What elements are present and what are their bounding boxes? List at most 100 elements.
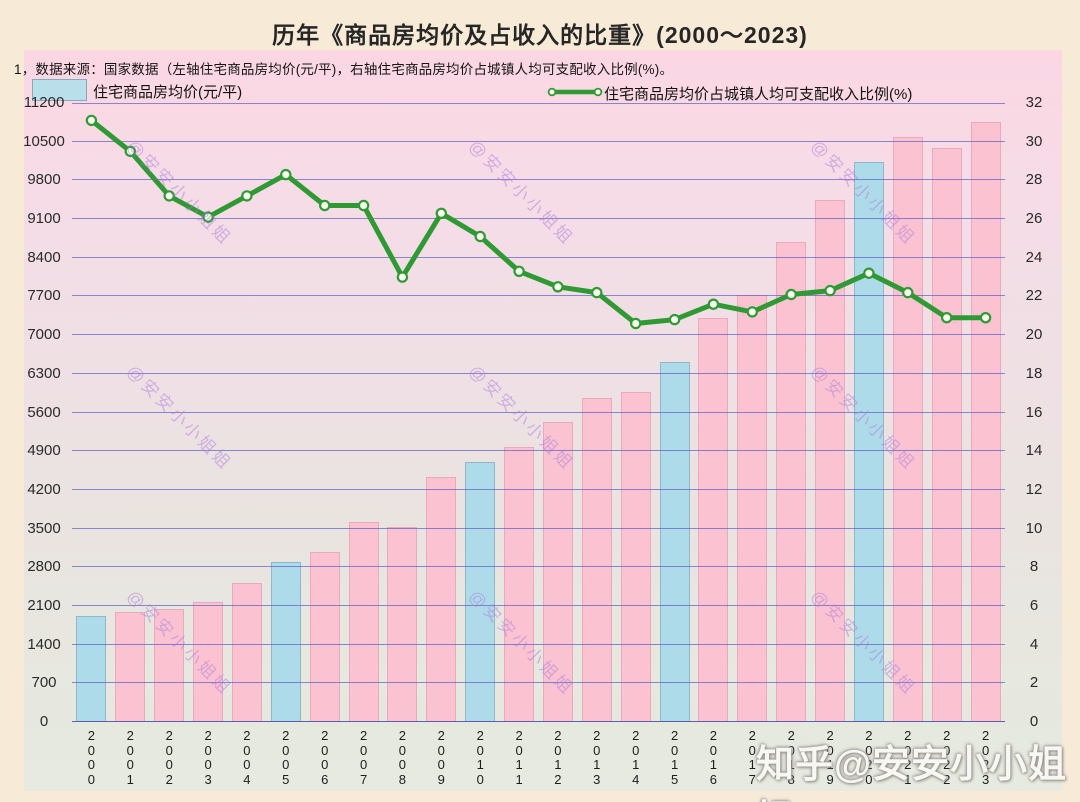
bar-2015: [659, 361, 690, 722]
gridline: [72, 450, 1005, 452]
line-marker-2014: [630, 317, 642, 330]
line-marker-2017: [746, 306, 759, 318]
x-axis-label-2021: 2 0 2 1: [904, 728, 912, 787]
gridline: [72, 334, 1005, 336]
line-marker-2018: [785, 288, 797, 301]
bar-2007: [348, 521, 379, 722]
bar-2018: [776, 241, 807, 722]
legend-bar-swatch: [32, 79, 87, 101]
x-axis-label-2001: 2 0 0 1: [126, 728, 134, 787]
gridline: [72, 103, 1005, 104]
line-marker-2020: [863, 267, 875, 279]
bar-2020: [853, 162, 884, 722]
y-axis-right-tick-label: 22: [1025, 287, 1043, 305]
legend-line-icon: [547, 87, 603, 97]
line-marker-2019: [824, 284, 836, 297]
bar-2012: [542, 421, 573, 722]
x-axis-label-2012: 2 0 1 2: [554, 728, 562, 787]
bar-2008: [387, 526, 418, 722]
line-marker-2016: [707, 298, 720, 310]
line-marker-2005: [280, 168, 292, 181]
y-axis-left-tick-label: 1400: [27, 635, 61, 653]
y-axis-right-tick-label: 16: [1025, 403, 1043, 421]
x-axis-label-2015: 2 0 1 5: [670, 728, 679, 787]
gridline: [72, 218, 1005, 220]
bar-2005: [270, 561, 301, 722]
bar-2022: [931, 147, 962, 722]
y-axis-right-tick-label: 12: [1025, 480, 1043, 498]
line-marker-2011: [513, 265, 525, 277]
line-marker-2021: [902, 286, 914, 299]
line-marker-2006: [318, 199, 331, 212]
gridline: [72, 372, 1005, 374]
x-axis-label-2008: 2 0 0 8: [398, 728, 406, 787]
line-marker-2003: [202, 211, 214, 223]
y-axis-left-tick-label: 5600: [27, 403, 61, 421]
chart-title: 历年《商品房均价及占收入的比重》(2000～2023): [272, 22, 808, 48]
x-axis-label-2004: 2 0 0 4: [243, 728, 251, 787]
gridline: [72, 643, 1005, 645]
plot-area: @安安小小姐姐 @安安小小姐姐 @安安小小姐姐 @安安小小姐姐 @安安小小姐姐 @安安小小…: [72, 103, 1005, 722]
line-marker-2015: [668, 313, 681, 326]
y-axis-left-tick-label: 8400: [27, 248, 61, 266]
line-marker-2007: [357, 199, 370, 212]
y-axis-left-tick-label: 7000: [27, 326, 61, 344]
x-axis-label-2020: 2 0 2 0: [865, 728, 873, 787]
gridline: [72, 566, 1005, 568]
bar-2000: [76, 615, 107, 722]
x-axis-label-2023: 2 0 2 3: [981, 728, 990, 787]
x-axis-label-2019: 2 0 1 9: [826, 728, 834, 787]
gridline: [72, 256, 1005, 258]
gridline: [72, 140, 1005, 142]
line-marker-2023: [979, 311, 992, 324]
gridline: [72, 179, 1005, 181]
y-axis-right-tick-label: 24: [1025, 248, 1043, 266]
y-axis-right-tick-label: 0: [1029, 713, 1039, 730]
y-axis-left-tick-label: 4200: [27, 480, 61, 498]
y-axis-left-tick-label: 10500: [23, 132, 65, 150]
y-axis-right-tick-label: 30: [1025, 132, 1043, 150]
y-axis-left-tick-label: 7700: [27, 287, 61, 305]
bar-2011: [504, 446, 535, 722]
gridline: [72, 527, 1005, 529]
line-marker-2013: [591, 286, 603, 299]
bar-2001: [115, 612, 146, 722]
gridline: [72, 721, 1005, 722]
y-axis-left-tick-label: 2800: [27, 558, 61, 576]
x-axis-label-2009: 2 0 0 9: [437, 728, 445, 787]
bar-2002: [154, 608, 185, 722]
y-axis-right-tick-label: 32: [1025, 94, 1043, 111]
line-marker-2010: [474, 230, 486, 243]
y-axis-right-tick-label: 10: [1025, 519, 1043, 537]
bar-2016: [698, 318, 729, 722]
chart-subtitle: 1，数据来源：国家数据（左轴住宅商品房均价(元/平)，右轴住宅商品房均价占城镇人…: [14, 62, 674, 77]
x-axis-label-2016: 2 0 1 6: [709, 728, 717, 787]
bar-2003: [193, 602, 224, 722]
line-marker-2004: [241, 190, 253, 202]
y-axis-left-tick-label: 0: [39, 713, 49, 730]
line-marker-2000: [85, 114, 98, 127]
line-marker-2022: [941, 311, 953, 324]
y-axis-left-tick-label: 9800: [27, 171, 61, 189]
bar-2004: [231, 582, 262, 722]
y-axis-right-tick-label: 2: [1029, 674, 1039, 692]
bar-2023: [970, 121, 1001, 722]
bar-2009: [426, 476, 457, 722]
y-axis-right-tick-label: 8: [1029, 558, 1039, 576]
bar-2013: [581, 398, 612, 722]
x-axis-label-2018: 2 0 1 8: [787, 728, 795, 787]
zhihu-watermark: 知乎@安安小小姐姐: [756, 744, 1068, 802]
gridline: [72, 488, 1005, 490]
bar-2014: [620, 392, 651, 722]
gridline: [72, 411, 1005, 413]
line-marker-2009: [435, 207, 447, 220]
bar-2010: [465, 461, 496, 722]
y-axis-left-tick-label: 9100: [27, 210, 61, 228]
x-axis-label-2013: 2 0 1 3: [593, 728, 601, 787]
y-axis-left-tick-label: 3500: [27, 519, 61, 537]
x-axis-label-2003: 2 0 0 3: [204, 728, 212, 787]
line-marker-2008: [396, 271, 409, 283]
x-axis-label-2005: 2 0 0 5: [282, 728, 290, 787]
gridline: [72, 604, 1005, 606]
